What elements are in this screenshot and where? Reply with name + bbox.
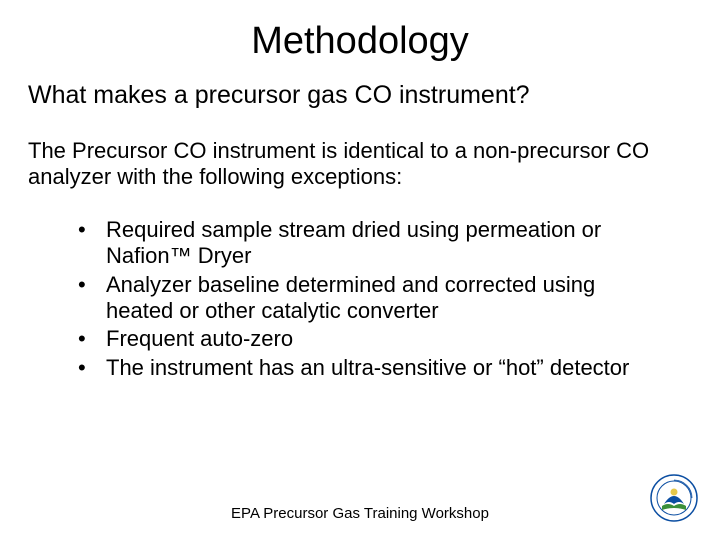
list-item: Frequent auto-zero bbox=[78, 326, 660, 352]
epa-logo-icon bbox=[650, 474, 698, 522]
list-item: Required sample stream dried using perme… bbox=[78, 217, 660, 270]
bullet-list: Required sample stream dried using perme… bbox=[0, 217, 720, 381]
slide-title: Methodology bbox=[0, 0, 720, 81]
slide-subtitle: What makes a precursor gas CO instrument… bbox=[0, 81, 720, 138]
slide: Methodology What makes a precursor gas C… bbox=[0, 0, 720, 540]
list-item: Analyzer baseline determined and correct… bbox=[78, 272, 660, 325]
list-item: The instrument has an ultra-sensitive or… bbox=[78, 355, 660, 381]
lead-text: The Precursor CO instrument is identical… bbox=[0, 138, 720, 217]
footer-text: EPA Precursor Gas Training Workshop bbox=[0, 505, 720, 522]
